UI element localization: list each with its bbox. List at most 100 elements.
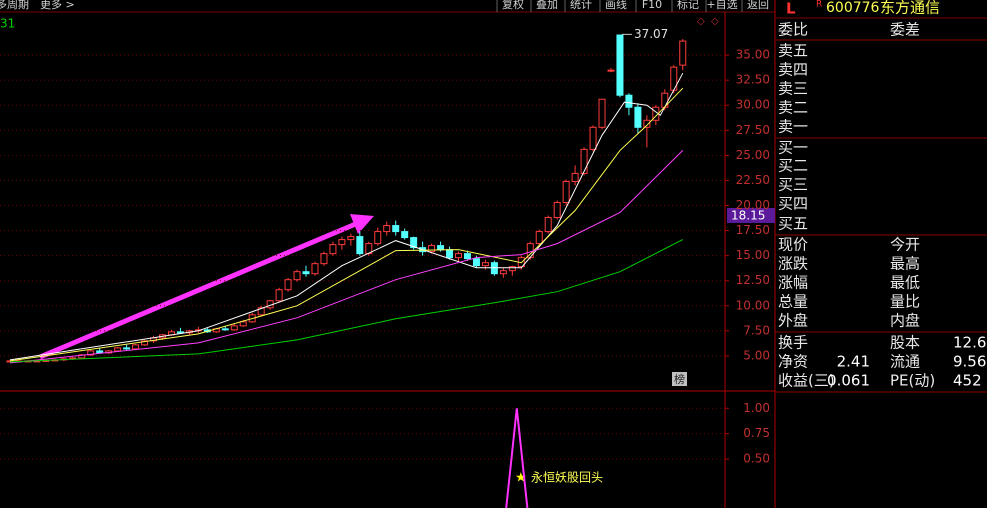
quote-label: 买五 [778, 215, 808, 233]
candle-body [311, 263, 319, 275]
price-tag-box [727, 208, 775, 223]
quote-label: 卖三 [778, 80, 808, 98]
candle-body [114, 347, 122, 352]
candle-body [643, 119, 651, 128]
y-tick-label: 1.00 [743, 401, 770, 415]
quote-label: 净资 [778, 353, 808, 371]
quote-label: 现价 [778, 236, 808, 254]
y-tick-label: 17.50 [736, 223, 770, 237]
icon[interactable]: ◇ [697, 16, 705, 27]
candle-body [176, 331, 184, 334]
quote-value: 0.061 [827, 372, 870, 390]
indicator-line [505, 408, 529, 508]
badge[interactable]: 榜 [674, 372, 685, 386]
quote-label: 量比 [890, 293, 920, 311]
quote-label: PE(动) [890, 372, 935, 390]
candle-body [230, 325, 238, 331]
candle-body [481, 262, 489, 267]
toolbar-button[interactable]: 复权 [502, 0, 524, 11]
moving-average [9, 150, 684, 364]
quote-label: 卖二 [778, 99, 808, 117]
candle-body [580, 148, 588, 174]
icon[interactable]: ◇ [711, 16, 719, 27]
stock-name: 东方通信 [880, 0, 940, 17]
y-tick-label: 27.50 [736, 123, 770, 137]
quote-label: 涨幅 [778, 274, 808, 292]
candle-body [463, 253, 471, 260]
candle-body [392, 225, 400, 233]
candle-body [446, 249, 454, 259]
candle-body [383, 225, 391, 233]
y-tick-label: 0.50 [743, 452, 770, 466]
candle-body [275, 289, 283, 302]
candle-body [634, 106, 642, 128]
y-tick-label: 7.50 [743, 323, 770, 337]
quote-label: 买一 [778, 139, 808, 157]
candle-body [625, 94, 633, 108]
candle-body [679, 40, 687, 66]
candle-body [401, 231, 409, 239]
toolbar-button[interactable]: 统计 [570, 0, 592, 11]
candle-body [356, 236, 364, 255]
candle-body [455, 253, 462, 259]
y-tick-label: 25.00 [736, 148, 770, 162]
y-tick-label: 32.50 [736, 73, 770, 87]
signal-label: 永恒妖股回头 [531, 471, 603, 485]
candle-body [123, 347, 131, 350]
quote-label: 流通 [890, 353, 920, 371]
candle-body [499, 270, 507, 275]
y-tick-label: 15.00 [736, 248, 770, 262]
quote-label: 涨跌 [778, 255, 808, 273]
toolbar-button[interactable]: F10 [642, 0, 662, 11]
candle-body [284, 279, 292, 291]
candle-body [410, 237, 418, 249]
candle-body [338, 239, 346, 246]
code-flag: R [816, 0, 822, 10]
quote-label: 买二 [778, 157, 808, 175]
candle-body [320, 253, 328, 265]
badge-box[interactable] [672, 372, 687, 386]
quote-label: 买四 [778, 195, 808, 213]
quote-label: 买三 [778, 176, 808, 194]
toolbar-button[interactable]: 标记 [677, 0, 699, 11]
quote-label: 外盘 [778, 312, 808, 330]
toolbar-button[interactable]: +自选 [706, 0, 737, 11]
candle-body [472, 258, 480, 267]
quote-value: 452 [953, 372, 982, 390]
moving-average [9, 72, 684, 361]
more-button[interactable]: 更多 > [40, 0, 75, 11]
arrow-head [350, 214, 374, 234]
y-tick-label: 30.00 [736, 98, 770, 112]
toolbar-button[interactable]: 画线 [605, 0, 627, 11]
candle-body [302, 271, 310, 275]
candle-body [535, 231, 543, 245]
y-tick-label: 10.00 [736, 298, 770, 312]
candle-body [562, 180, 570, 204]
max-label: 37.07 [634, 27, 668, 41]
y-tick-label: 20.00 [736, 198, 770, 212]
signal-icon: ★ [515, 471, 527, 486]
multi-period[interactable]: 多周期 [0, 0, 29, 11]
quote-label: 卖四 [778, 61, 808, 79]
candle-body [141, 340, 149, 346]
candle-body [239, 321, 247, 327]
candle-body [571, 172, 579, 182]
quote-label: 收益(三) [778, 372, 835, 390]
candle-body [598, 98, 606, 128]
quote-label: 委比 [778, 21, 808, 39]
toolbar [0, 0, 775, 12]
y-tick-label: 5.00 [743, 348, 770, 362]
quote-value: 12.6亿 [953, 334, 987, 352]
quote-label: 换手 [778, 334, 808, 352]
quote-label: 委差 [890, 21, 920, 39]
candle-body [437, 245, 445, 251]
toolbar-button[interactable]: 返回 [747, 0, 769, 11]
price-tag: 18.15 [731, 209, 765, 223]
toolbar-button[interactable]: 叠加 [536, 0, 558, 11]
candle-body [96, 350, 104, 354]
candle-body [257, 307, 265, 316]
stock-code: 600776 [826, 0, 880, 16]
candle-body [508, 266, 516, 272]
